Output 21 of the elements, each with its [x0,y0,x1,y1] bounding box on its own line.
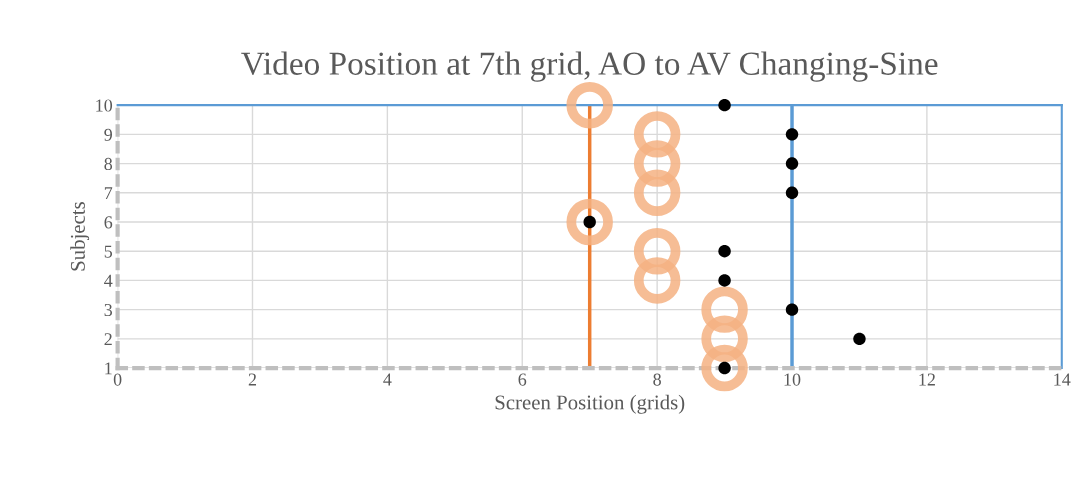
x-tick-label: 14 [1054,373,1071,386]
x-tick-label: 0 [113,373,122,386]
y-tick-label: 3 [104,303,113,317]
y-tick-label: 7 [104,187,113,200]
y-tick-label: 10 [96,99,113,112]
y-tick-label: 1 [105,362,112,375]
y-tick-label: 2 [104,333,112,346]
x-tick-label: 2 [248,373,257,386]
x-axis-title: Screen Position (grids) [495,394,685,414]
x-tick-label: 6 [518,373,527,386]
y-axis-title: Subjects [70,202,90,271]
y-tick-label: 5 [104,245,113,258]
x-tick-label: 10 [784,373,801,386]
x-tick-label: 8 [653,373,661,386]
y-tick-label: 9 [104,128,113,141]
x-tick-label: 4 [383,373,392,386]
x-tick-label: 12 [919,373,935,386]
y-tick-label: 4 [104,274,113,287]
y-tick-label: 6 [104,216,113,229]
y-tick-label: 8 [104,157,113,171]
chart-title: Video Position at 7th grid, AO to AV Changing-Sine [241,51,938,82]
